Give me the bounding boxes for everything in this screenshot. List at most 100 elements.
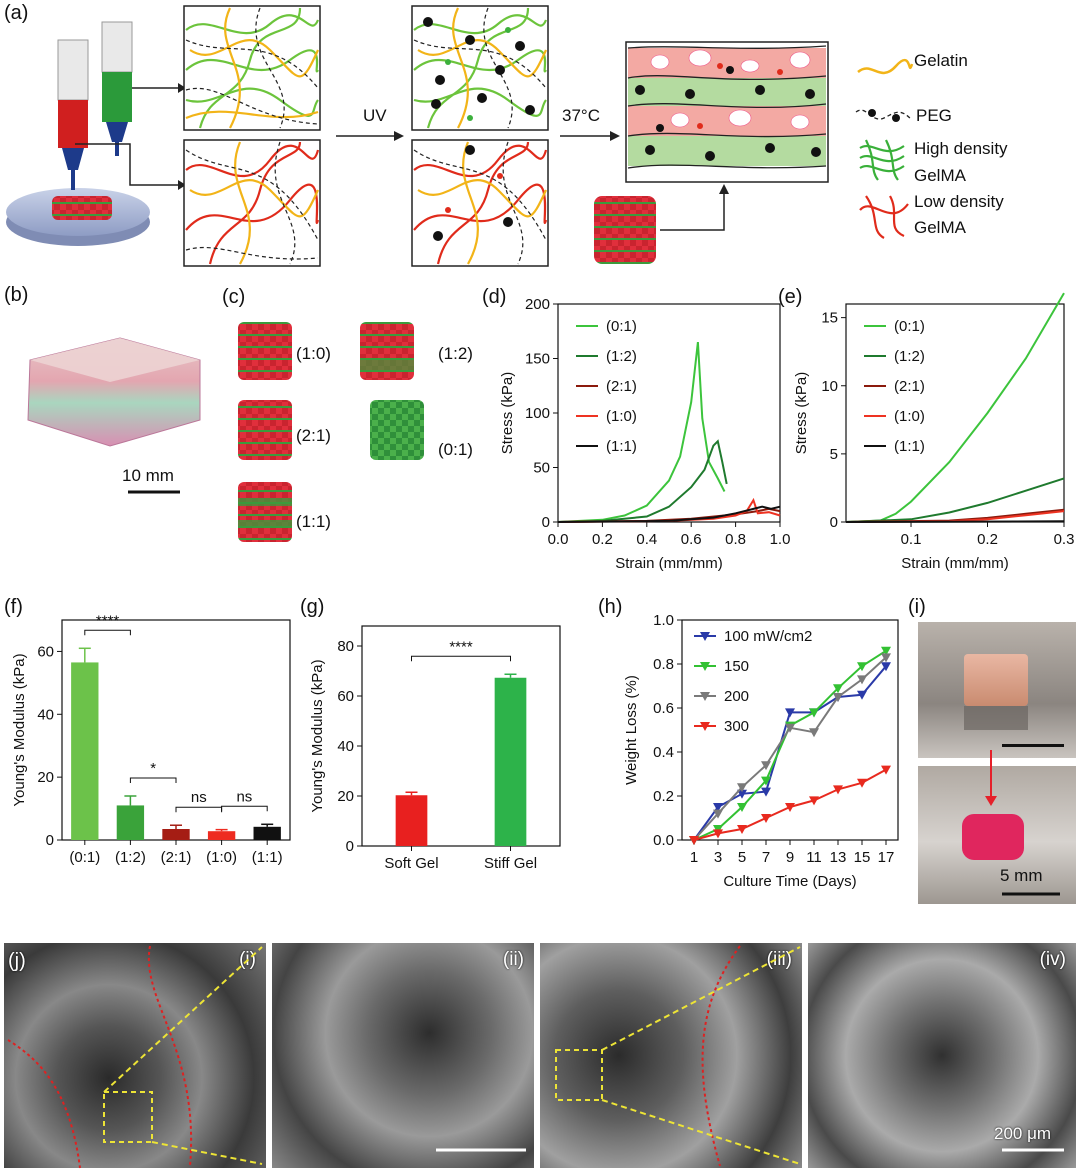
y-tick-label-h: 0.2 (653, 788, 674, 805)
y-tick-label-e: 10 (821, 378, 838, 395)
cube-label-1-0: (1:0) (296, 344, 331, 363)
plot-frame-g (361, 625, 561, 847)
data-point-h-0 (857, 690, 867, 700)
network-box-low-before (183, 139, 321, 267)
layered-construct (594, 41, 829, 264)
scale-label-i: 5 mm (1000, 866, 1043, 885)
legend-marker-h-3 (700, 722, 710, 731)
panel-label-j: (j) (8, 950, 26, 972)
sem-label-iv: (iv) (1039, 949, 1066, 970)
legend-label-h-0: 100 mW/cm2 (724, 628, 812, 645)
significance-bracket-g-0 (411, 655, 511, 662)
x-tick-label-e: 0.3 (1054, 531, 1075, 548)
panel-label-e: (e) (778, 286, 803, 308)
cube-1-0 (238, 322, 292, 380)
cube-label-1-1: (1:1) (296, 512, 331, 531)
x-tick-label-g: Stiff Gel (484, 855, 537, 872)
data-point-h-3 (857, 778, 867, 788)
data-point-h-2 (761, 761, 771, 771)
data-point-h-1 (833, 684, 843, 694)
data-point-h-3 (761, 814, 771, 823)
temperature-step-label: 37°C (562, 106, 600, 125)
y-tick-label-d: 0 (542, 514, 550, 531)
sem-tile-ii: (ii) (272, 943, 534, 1168)
network-box-high-crosslinked (411, 5, 549, 131)
y-tick-label-d: 50 (533, 460, 550, 477)
y-tick-label-g: 40 (337, 738, 354, 755)
data-point-h-3 (809, 796, 819, 806)
y-tick-label-h: 1.0 (653, 612, 674, 629)
data-point-h-1 (761, 776, 771, 786)
legend-high-density-2: GelMA (914, 166, 966, 185)
significance-bracket-f-0 (84, 629, 131, 636)
legend-label-e-0: (0:1) (894, 318, 925, 335)
legend-label-e-1: (1:2) (894, 348, 925, 365)
x-tick-label-d: 1.0 (770, 531, 791, 548)
legend-label-h-3: 300 (724, 718, 749, 735)
peg-icon (855, 109, 913, 122)
legend-low-density-2: GelMA (914, 218, 966, 237)
x-tick-label-d: 0.4 (636, 531, 657, 548)
x-axis-label-d: Strain (mm/mm) (615, 555, 723, 572)
legend-peg: PEG (916, 106, 952, 125)
data-point-h-3 (881, 765, 891, 775)
x-tick-label-h: 15 (854, 849, 871, 866)
data-point-h-2 (785, 723, 795, 733)
data-point-h-0 (713, 803, 723, 812)
significance-bracket-f-1 (129, 777, 177, 783)
y-tick-label-g: 0 (346, 838, 354, 855)
data-point-h-0 (737, 789, 747, 799)
data-point-h-3 (689, 836, 699, 845)
x-tick-label-h: 5 (738, 849, 746, 866)
significance-label-f-2: ns (191, 789, 207, 806)
x-axis-label-h: Culture Time (Days) (723, 873, 856, 890)
x-tick-label-f: (0:1) (69, 849, 100, 866)
panel-label-i: (i) (908, 596, 926, 618)
legend-label-d-2: (2:1) (606, 378, 637, 395)
high-density-gelma-icon (859, 139, 905, 181)
low-density-gelma-icon (859, 195, 909, 239)
y-tick-label-d: 150 (525, 351, 550, 368)
scale-label-j: 200 μm (994, 1124, 1052, 1143)
bar-f-3 (207, 831, 236, 840)
significance-label-f-3: ns (236, 788, 252, 805)
bar-f-0 (71, 662, 99, 840)
panel-label-a: (a) (4, 2, 29, 24)
data-point-h-1 (809, 708, 819, 718)
sem-tile-iv: (iv) (808, 943, 1076, 1168)
panel-label-b: (b) (4, 284, 29, 306)
x-tick-label-d: 0.8 (725, 531, 746, 548)
data-point-h-1 (881, 646, 891, 656)
data-point-h-3 (785, 803, 795, 812)
significance-label-f-0: **** (96, 612, 120, 629)
series-line-d-1 (557, 439, 728, 523)
series-line-e-4 (845, 520, 1065, 523)
syringe-red (57, 39, 89, 190)
y-tick-label-f: 60 (37, 643, 54, 660)
cube-2-1 (238, 400, 292, 460)
syringe-green (101, 21, 133, 156)
data-point-h-2 (713, 809, 723, 819)
x-tick-label-h: 1 (690, 849, 698, 866)
x-tick-label-h: 11 (806, 849, 822, 866)
y-tick-label-h: 0.0 (653, 832, 674, 849)
legend-label-d-1: (1:2) (606, 348, 637, 365)
y-tick-label-e: 5 (830, 446, 838, 463)
data-point-h-0 (881, 662, 891, 672)
bar-f-1 (116, 805, 145, 840)
network-box-high-before (183, 5, 321, 131)
bar-f-2 (162, 829, 190, 840)
network-box-low-crosslinked (411, 139, 549, 267)
y-tick-label-e: 0 (830, 514, 838, 531)
y-tick-label-f: 0 (46, 832, 54, 849)
sem-tile-iii: (iii) (540, 943, 802, 1168)
y-axis-label-e: Stress (kPa) (793, 372, 810, 455)
panel-label-c: (c) (222, 286, 246, 308)
